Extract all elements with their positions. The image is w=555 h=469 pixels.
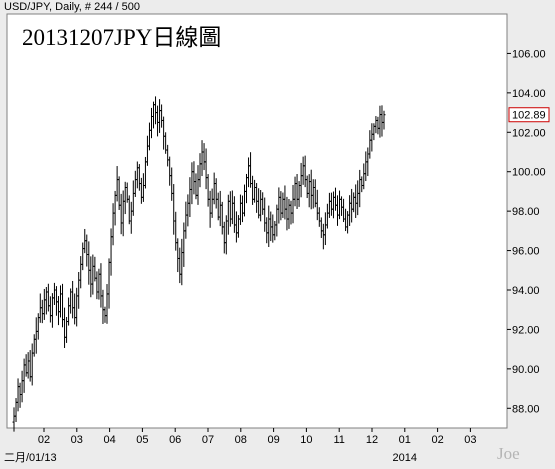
x-tick-label: 02 bbox=[431, 434, 443, 446]
ohlc-bars bbox=[12, 96, 386, 432]
x-tick-label: 03 bbox=[464, 434, 476, 446]
x-tick-label: 01 bbox=[399, 434, 411, 446]
x-tick-label: 03 bbox=[71, 434, 83, 446]
bar-count-label: # 244 / 500 bbox=[84, 1, 140, 13]
y-tick-label: 100.00 bbox=[512, 167, 546, 179]
symbol-label: USD/JPY bbox=[4, 1, 50, 13]
year-label: 2014 bbox=[393, 452, 417, 464]
y-tick-label: 104.00 bbox=[512, 88, 546, 100]
period-label: , Daily, bbox=[49, 1, 85, 13]
x-tick-label: 05 bbox=[136, 434, 148, 446]
last-price-box bbox=[508, 107, 550, 123]
y-tick-label: 98.00 bbox=[512, 206, 540, 218]
chart-header: USD/JPY, Daily, # 244 / 500 bbox=[4, 1, 140, 13]
x-start-date-label: 二月/01/13 bbox=[4, 452, 57, 464]
x-tick-label: 06 bbox=[169, 434, 181, 446]
x-tick-label: 09 bbox=[267, 434, 279, 446]
plot-area bbox=[6, 13, 508, 429]
chart-title: 20131207JPY日線圖 bbox=[22, 25, 221, 50]
y-tick-label: 102.00 bbox=[512, 127, 546, 139]
last-price-label: 102.89 bbox=[512, 110, 546, 122]
watermark: Joe bbox=[497, 444, 520, 463]
y-tick-label: 106.00 bbox=[512, 48, 546, 60]
x-tick-label: 04 bbox=[103, 434, 115, 446]
y-tick-label: 96.00 bbox=[512, 246, 540, 258]
x-tick-label: 07 bbox=[202, 434, 214, 446]
x-tick-label: 08 bbox=[235, 434, 247, 446]
x-tick-label: 12 bbox=[366, 434, 378, 446]
x-tick-label: 02 bbox=[38, 434, 50, 446]
y-tick-label: 94.00 bbox=[512, 285, 540, 297]
x-tick-label: 11 bbox=[333, 434, 344, 446]
y-tick-label: 92.00 bbox=[512, 324, 540, 336]
ohlc-bar bbox=[382, 110, 386, 130]
x-tick-label: 10 bbox=[300, 434, 312, 446]
y-tick-label: 88.00 bbox=[512, 403, 540, 415]
y-tick-label: 90.00 bbox=[512, 364, 540, 376]
